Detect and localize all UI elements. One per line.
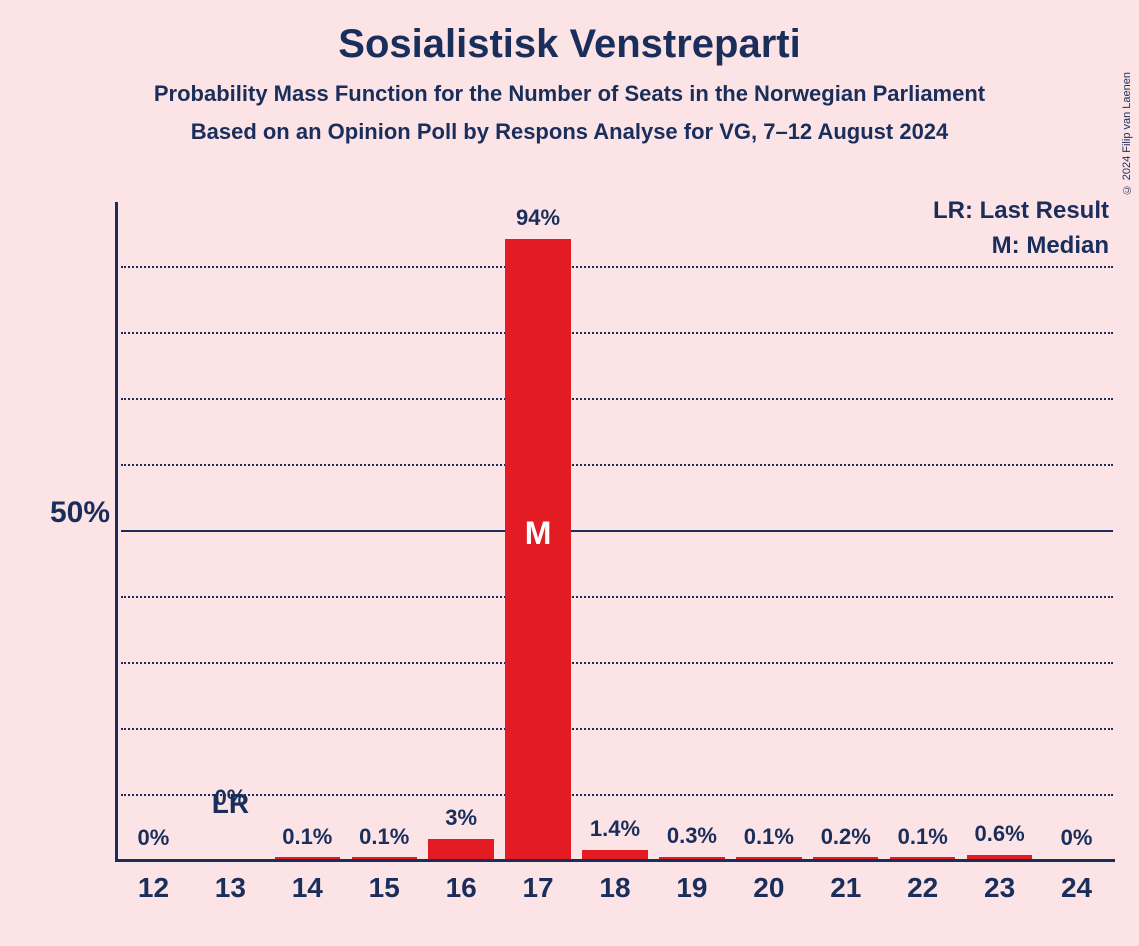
x-tick-label: 22 (907, 872, 938, 904)
gridline-minor (121, 794, 1113, 796)
bar-value-label: 0.6% (975, 821, 1025, 847)
bar-value-label: 3% (445, 805, 477, 831)
chart-title: Sosialistisk Venstreparti (0, 22, 1139, 67)
bar-value-label: 0.2% (821, 824, 871, 850)
bar (890, 857, 955, 859)
bar-value-label: 1.4% (590, 816, 640, 842)
bar (428, 839, 493, 859)
x-tick-label: 19 (676, 872, 707, 904)
gridline-minor (121, 398, 1113, 400)
gridline-minor (121, 596, 1113, 598)
x-axis (115, 859, 1115, 862)
x-tick-label: 13 (215, 872, 246, 904)
gridline-minor (121, 662, 1113, 664)
x-tick-label: 21 (830, 872, 861, 904)
x-tick-label: 24 (1061, 872, 1092, 904)
gridline-major (121, 530, 1113, 532)
bar-value-label: 0% (1061, 825, 1093, 851)
bar-value-label: 94% (516, 205, 560, 231)
bar (967, 855, 1032, 859)
gridline-minor (121, 728, 1113, 730)
gridline-minor (121, 266, 1113, 268)
bar (813, 857, 878, 859)
bar (582, 850, 647, 859)
gridline-minor (121, 332, 1113, 334)
copyright-text: © 2024 Filip van Laenen (1121, 72, 1133, 195)
x-tick-label: 16 (446, 872, 477, 904)
chart-subtitle-2: Based on an Opinion Poll by Respons Anal… (0, 119, 1139, 145)
x-tick-label: 18 (599, 872, 630, 904)
bar-value-label: 0% (138, 825, 170, 851)
bar-value-label: 0.1% (359, 824, 409, 850)
x-tick-label: 17 (522, 872, 553, 904)
x-tick-label: 20 (753, 872, 784, 904)
gridline-minor (121, 464, 1113, 466)
x-tick-label: 23 (984, 872, 1015, 904)
lr-mark: LR (212, 788, 249, 820)
bar-value-label: 0.3% (667, 823, 717, 849)
x-tick-label: 12 (138, 872, 169, 904)
median-mark: M (525, 515, 552, 552)
bar-value-label: 0.1% (282, 824, 332, 850)
bar (352, 857, 417, 859)
bar (659, 857, 724, 859)
y-axis (115, 202, 118, 862)
bar (736, 857, 801, 859)
plot-area: 50%0%120%130.1%140.1%153%1694%171.4%180.… (115, 202, 1115, 862)
bar (275, 857, 340, 859)
bar-value-label: 0.1% (898, 824, 948, 850)
chart-area: 50%0%120%130.1%140.1%153%1694%171.4%180.… (115, 202, 1115, 862)
x-tick-label: 14 (292, 872, 323, 904)
x-tick-label: 15 (369, 872, 400, 904)
chart-subtitle-1: Probability Mass Function for the Number… (0, 81, 1139, 107)
y-axis-label: 50% (30, 496, 110, 530)
bar-value-label: 0.1% (744, 824, 794, 850)
